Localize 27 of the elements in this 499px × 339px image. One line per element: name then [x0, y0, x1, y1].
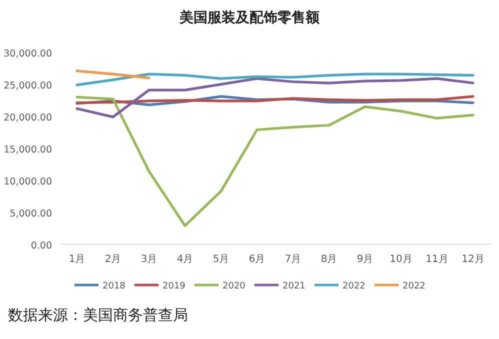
legend-label: 2022 — [402, 282, 426, 292]
x-tick-label: 1月 — [68, 254, 86, 265]
x-tick-label: 10月 — [390, 254, 412, 265]
x-tick-label: 12月 — [462, 254, 484, 265]
y-tick-label: 0.00 — [30, 240, 52, 252]
y-tick-label: 15,000.00 — [4, 144, 52, 156]
y-tick-label: 5,000.00 — [10, 208, 52, 220]
y-tick-label: 25,000.00 — [4, 80, 52, 92]
y-tick-label: 10,000.00 — [4, 176, 52, 188]
y-tick-label: 30,000.00 — [4, 48, 52, 60]
x-tick-label: 7月 — [284, 254, 302, 265]
x-tick-label: 3月 — [140, 254, 158, 265]
y-tick-label: 20,000.00 — [4, 112, 52, 124]
x-tick-label: 6月 — [248, 254, 266, 265]
legend-label: 2021 — [282, 282, 306, 292]
x-tick-label: 4月 — [176, 254, 194, 265]
legend-label: 2019 — [162, 282, 186, 292]
legend-label: 2022 — [342, 282, 366, 292]
title: 美国服装及配饰零售额 — [180, 10, 320, 26]
legend-label: 2020 — [222, 282, 246, 292]
legend-label: 2018 — [102, 282, 126, 292]
x-tick-label: 8月 — [320, 254, 338, 265]
x-tick-label: 5月 — [212, 254, 230, 265]
x-tick-label: 11月 — [426, 254, 448, 265]
x-tick-label: 9月 — [356, 254, 374, 265]
x-tick-label: 2月 — [104, 254, 122, 265]
source-note: 数据来源：美国商务普查局 — [8, 306, 188, 324]
